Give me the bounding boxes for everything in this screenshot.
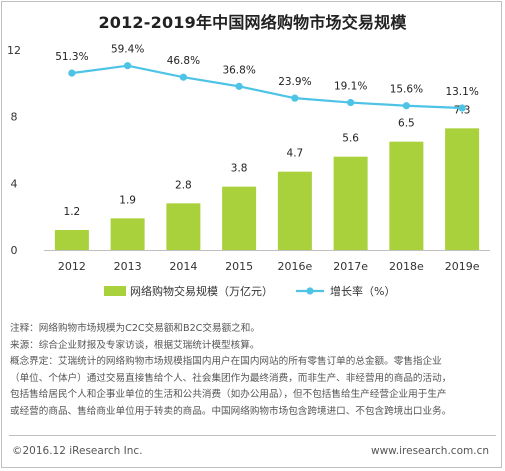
growth-rate-labels: 51.3% 59.4% 46.8% 36.8% 23.9% 19.1% 15.6% 13.1% [55, 44, 479, 98]
rate-point [347, 98, 355, 107]
bar-value-label: 3.8 [231, 163, 248, 175]
rate-point [235, 82, 243, 90]
footer-copyright: ©2016.12 iResearch Inc. [12, 445, 143, 457]
bar-value-label: 2.8 [175, 179, 192, 191]
rate-point [402, 102, 410, 110]
x-tick-label: 2013 [114, 260, 142, 273]
x-tick-label: 2018e [389, 260, 424, 273]
rate-value-label: 46.8% [167, 55, 200, 67]
x-tick-label: 2012 [58, 260, 86, 273]
rate-value-label: 13.1% [445, 86, 478, 98]
bar-value-label: 4.7 [287, 148, 304, 160]
bar-value-labels: 1.21.92.83.84.75.66.57.3 [64, 104, 471, 218]
notes-block: 注释：网络购物市场规模为C2C交易额和B2C交易额之和。 来源：综合企业财报及专… [10, 321, 496, 421]
x-tick-label: 2015 [225, 260, 253, 273]
legend-line-label: 增长率（%） [330, 284, 395, 298]
bar [110, 218, 145, 250]
rate-point [68, 69, 76, 77]
note-line: 注释：网络购物市场规模为C2C交易额和B2C交易额之和。 [10, 323, 260, 334]
bar-value-label: 1.9 [119, 194, 136, 206]
bar [277, 171, 312, 250]
bar [54, 230, 89, 250]
y-tick-label: 0 [11, 244, 18, 257]
footer-site: www.iresearch.com.cn [370, 445, 489, 457]
definition-line: 包括售给居民个人和企事业单位的生活和公共消费（如办公用品），但不包括售给生产经营… [10, 389, 447, 401]
definition-line: 或经营的商品、售给商业单位用于转卖的商品。中国网络购物市场包含跨境进口、不包含跨… [10, 405, 452, 417]
footer-divider [9, 435, 496, 436]
bar-value-label: 1.2 [64, 206, 81, 218]
legend: 网络购物交易规模（万亿元） 增长率（%） [104, 284, 395, 298]
rate-value-label: 51.3% [55, 51, 88, 63]
bar [333, 156, 368, 250]
x-tick-label: 2017e [333, 260, 368, 273]
rate-point [124, 62, 132, 70]
bar-value-label: 6.5 [398, 118, 415, 130]
rate-value-label: 19.1% [334, 81, 367, 93]
rate-value-label: 23.9% [278, 76, 311, 88]
legend-line-marker [306, 287, 314, 295]
legend-bar-label: 网络购物交易规模（万亿元） [130, 284, 273, 298]
definition-line: （单位、个体户）通过交易直接售给个人、社会集团作为最终消费，而非生产、非经营用的… [10, 372, 452, 384]
rate-point [179, 73, 187, 81]
bar-series [54, 128, 480, 250]
rate-point [291, 94, 299, 102]
x-tick-label: 2014 [169, 260, 197, 273]
rate-value-label: 36.8% [222, 64, 255, 76]
bar-value-label: 5.6 [342, 133, 359, 145]
growth-rate-line [71, 64, 463, 110]
y-tick-label: 4 [11, 177, 18, 190]
x-tick-label: 2016e [277, 260, 312, 273]
bar [222, 186, 257, 250]
y-tick-label: 8 [11, 111, 18, 124]
x-tick-label: 2019e [445, 260, 480, 273]
rate-point [458, 104, 466, 112]
rate-value-label: 59.4% [111, 44, 144, 56]
y-axis: 0 4 8 12 [7, 44, 21, 257]
bar [389, 141, 424, 250]
legend-bar-swatch [104, 286, 126, 296]
source-line: 来源：综合企业财报及专家访谈，根据艾瑞统计模型核算。 [10, 339, 260, 351]
chart-title: 2012-2019年中国网络购物市场交易规模 [98, 13, 407, 32]
x-axis: 2012 2013 2014 2015 2016e 2017e 2018e 2019e [58, 260, 480, 273]
rate-value-label: 15.6% [390, 84, 423, 96]
bar [445, 128, 480, 250]
y-tick-label: 12 [7, 44, 21, 57]
bar [166, 203, 201, 250]
growth-rate-points [68, 62, 466, 112]
definition-line: 概念界定：艾瑞统计的网络购物市场规模指国内用户在国内网站的所有零售订单的总金额。… [10, 356, 442, 368]
